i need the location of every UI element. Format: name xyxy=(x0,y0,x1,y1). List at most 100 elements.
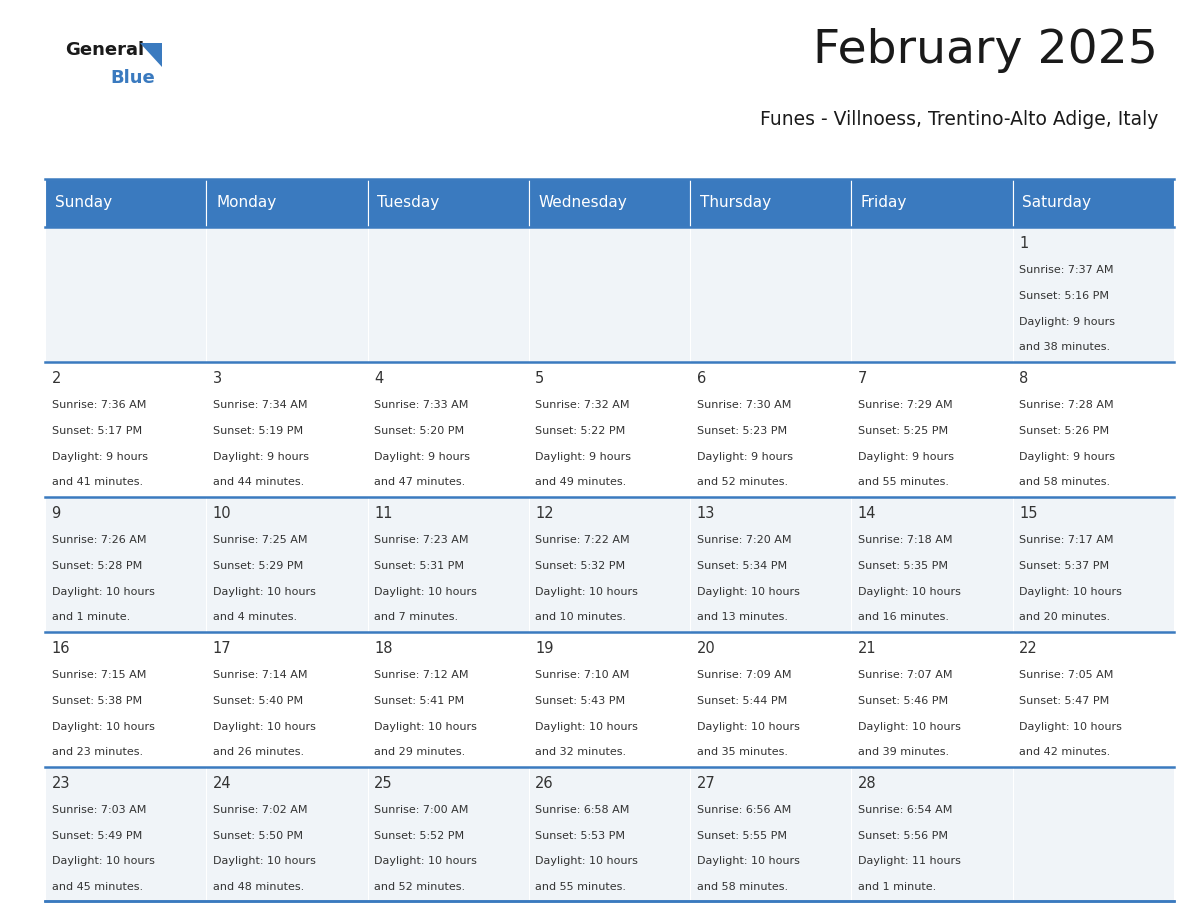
Text: 10: 10 xyxy=(213,506,232,521)
Text: Daylight: 10 hours: Daylight: 10 hours xyxy=(51,722,154,732)
Text: Daylight: 9 hours: Daylight: 9 hours xyxy=(1019,317,1116,327)
Text: Sunset: 5:17 PM: Sunset: 5:17 PM xyxy=(51,426,141,436)
Text: and 58 minutes.: and 58 minutes. xyxy=(1019,477,1110,487)
Text: Daylight: 10 hours: Daylight: 10 hours xyxy=(536,722,638,732)
Text: Daylight: 9 hours: Daylight: 9 hours xyxy=(858,452,954,462)
Text: Sunset: 5:25 PM: Sunset: 5:25 PM xyxy=(858,426,948,436)
Text: Daylight: 9 hours: Daylight: 9 hours xyxy=(1019,452,1116,462)
Text: and 55 minutes.: and 55 minutes. xyxy=(536,882,626,892)
Text: 22: 22 xyxy=(1019,641,1037,655)
Text: 28: 28 xyxy=(858,776,877,790)
Text: and 38 minutes.: and 38 minutes. xyxy=(1019,342,1110,353)
Text: Sunrise: 7:25 AM: Sunrise: 7:25 AM xyxy=(213,535,308,545)
Text: Sunset: 5:28 PM: Sunset: 5:28 PM xyxy=(51,561,141,571)
Text: Daylight: 9 hours: Daylight: 9 hours xyxy=(696,452,792,462)
Text: Sunrise: 7:07 AM: Sunrise: 7:07 AM xyxy=(858,670,953,680)
Text: Sunset: 5:34 PM: Sunset: 5:34 PM xyxy=(696,561,786,571)
Text: Daylight: 10 hours: Daylight: 10 hours xyxy=(696,587,800,597)
Text: Friday: Friday xyxy=(861,196,908,210)
Text: 18: 18 xyxy=(374,641,392,655)
Text: 20: 20 xyxy=(696,641,715,655)
Text: Daylight: 9 hours: Daylight: 9 hours xyxy=(213,452,309,462)
Text: Sunrise: 7:28 AM: Sunrise: 7:28 AM xyxy=(1019,400,1113,410)
Text: Sunset: 5:31 PM: Sunset: 5:31 PM xyxy=(374,561,465,571)
Text: Sunrise: 6:58 AM: Sunrise: 6:58 AM xyxy=(536,805,630,815)
Text: and 23 minutes.: and 23 minutes. xyxy=(51,747,143,757)
Text: Sunrise: 7:36 AM: Sunrise: 7:36 AM xyxy=(51,400,146,410)
Text: Sunset: 5:35 PM: Sunset: 5:35 PM xyxy=(858,561,948,571)
Text: 8: 8 xyxy=(1019,371,1029,386)
Text: and 44 minutes.: and 44 minutes. xyxy=(213,477,304,487)
Text: and 35 minutes.: and 35 minutes. xyxy=(696,747,788,757)
Text: Sunrise: 7:33 AM: Sunrise: 7:33 AM xyxy=(374,400,468,410)
Text: Daylight: 10 hours: Daylight: 10 hours xyxy=(1019,722,1121,732)
Text: Sunset: 5:40 PM: Sunset: 5:40 PM xyxy=(213,696,303,706)
Text: and 58 minutes.: and 58 minutes. xyxy=(696,882,788,892)
Text: 14: 14 xyxy=(858,506,877,521)
Text: Funes - Villnoess, Trentino-Alto Adige, Italy: Funes - Villnoess, Trentino-Alto Adige, … xyxy=(760,110,1158,129)
Text: and 16 minutes.: and 16 minutes. xyxy=(858,612,949,622)
Text: 7: 7 xyxy=(858,371,867,386)
Text: February 2025: February 2025 xyxy=(814,28,1158,73)
Text: Sunrise: 7:29 AM: Sunrise: 7:29 AM xyxy=(858,400,953,410)
Text: Sunrise: 7:23 AM: Sunrise: 7:23 AM xyxy=(374,535,468,545)
Text: Thursday: Thursday xyxy=(700,196,771,210)
Text: Tuesday: Tuesday xyxy=(378,196,440,210)
Text: Sunset: 5:46 PM: Sunset: 5:46 PM xyxy=(858,696,948,706)
Text: Sunset: 5:56 PM: Sunset: 5:56 PM xyxy=(858,831,948,841)
Text: Sunday: Sunday xyxy=(55,196,112,210)
Text: and 1 minute.: and 1 minute. xyxy=(858,882,936,892)
Text: 26: 26 xyxy=(536,776,554,790)
Text: and 29 minutes.: and 29 minutes. xyxy=(374,747,466,757)
Text: Sunset: 5:52 PM: Sunset: 5:52 PM xyxy=(374,831,465,841)
Text: General: General xyxy=(65,41,145,60)
Text: 25: 25 xyxy=(374,776,393,790)
Text: Sunrise: 7:03 AM: Sunrise: 7:03 AM xyxy=(51,805,146,815)
Text: Daylight: 10 hours: Daylight: 10 hours xyxy=(536,587,638,597)
Text: 3: 3 xyxy=(213,371,222,386)
Text: Daylight: 9 hours: Daylight: 9 hours xyxy=(51,452,147,462)
Text: Sunset: 5:55 PM: Sunset: 5:55 PM xyxy=(696,831,786,841)
Text: Daylight: 11 hours: Daylight: 11 hours xyxy=(858,856,961,867)
Text: and 32 minutes.: and 32 minutes. xyxy=(536,747,626,757)
Text: Sunrise: 7:02 AM: Sunrise: 7:02 AM xyxy=(213,805,308,815)
Text: and 52 minutes.: and 52 minutes. xyxy=(696,477,788,487)
Text: 9: 9 xyxy=(51,506,61,521)
Text: Daylight: 10 hours: Daylight: 10 hours xyxy=(536,856,638,867)
Text: Daylight: 10 hours: Daylight: 10 hours xyxy=(51,587,154,597)
Text: Sunrise: 7:32 AM: Sunrise: 7:32 AM xyxy=(536,400,630,410)
Text: Sunset: 5:41 PM: Sunset: 5:41 PM xyxy=(374,696,465,706)
Text: Daylight: 10 hours: Daylight: 10 hours xyxy=(213,856,316,867)
Text: Sunrise: 7:15 AM: Sunrise: 7:15 AM xyxy=(51,670,146,680)
Text: Sunrise: 6:54 AM: Sunrise: 6:54 AM xyxy=(858,805,952,815)
Text: and 48 minutes.: and 48 minutes. xyxy=(213,882,304,892)
Text: Sunrise: 7:20 AM: Sunrise: 7:20 AM xyxy=(696,535,791,545)
Text: Daylight: 10 hours: Daylight: 10 hours xyxy=(1019,587,1121,597)
Text: Sunrise: 7:18 AM: Sunrise: 7:18 AM xyxy=(858,535,953,545)
Text: Sunrise: 7:10 AM: Sunrise: 7:10 AM xyxy=(536,670,630,680)
Text: Sunset: 5:20 PM: Sunset: 5:20 PM xyxy=(374,426,465,436)
Text: 23: 23 xyxy=(51,776,70,790)
Text: Daylight: 10 hours: Daylight: 10 hours xyxy=(51,856,154,867)
Text: Sunset: 5:43 PM: Sunset: 5:43 PM xyxy=(536,696,625,706)
Text: Sunrise: 7:05 AM: Sunrise: 7:05 AM xyxy=(1019,670,1113,680)
Text: Daylight: 9 hours: Daylight: 9 hours xyxy=(536,452,631,462)
Text: Sunrise: 6:56 AM: Sunrise: 6:56 AM xyxy=(696,805,791,815)
Text: Sunrise: 7:00 AM: Sunrise: 7:00 AM xyxy=(374,805,468,815)
Text: Sunset: 5:19 PM: Sunset: 5:19 PM xyxy=(213,426,303,436)
Text: 21: 21 xyxy=(858,641,877,655)
Text: Saturday: Saturday xyxy=(1022,196,1092,210)
Text: 17: 17 xyxy=(213,641,232,655)
Text: Sunrise: 7:34 AM: Sunrise: 7:34 AM xyxy=(213,400,308,410)
Text: Daylight: 10 hours: Daylight: 10 hours xyxy=(696,722,800,732)
Text: 15: 15 xyxy=(1019,506,1037,521)
Text: Wednesday: Wednesday xyxy=(538,196,627,210)
Text: Sunset: 5:29 PM: Sunset: 5:29 PM xyxy=(213,561,303,571)
Text: and 55 minutes.: and 55 minutes. xyxy=(858,477,949,487)
Text: and 41 minutes.: and 41 minutes. xyxy=(51,477,143,487)
Text: Sunset: 5:37 PM: Sunset: 5:37 PM xyxy=(1019,561,1110,571)
Text: 11: 11 xyxy=(374,506,392,521)
Text: and 1 minute.: and 1 minute. xyxy=(51,612,129,622)
Text: and 49 minutes.: and 49 minutes. xyxy=(536,477,626,487)
Text: and 42 minutes.: and 42 minutes. xyxy=(1019,747,1111,757)
